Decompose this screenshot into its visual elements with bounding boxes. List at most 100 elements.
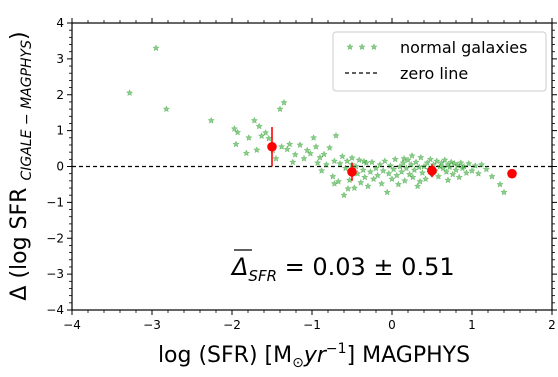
scatter-point: [325, 144, 334, 151]
scatter-point: [348, 154, 356, 162]
legend-label-zero-line: zero line: [400, 64, 468, 83]
scatter-point: [401, 177, 409, 184]
scatter-point: [285, 140, 294, 148]
scatter-point: [386, 161, 395, 169]
scatter-point: [341, 164, 350, 172]
scatter-point: [417, 153, 425, 161]
scatter-point: [376, 160, 384, 168]
scatter-point: [441, 156, 449, 164]
scatter-point: [322, 160, 331, 168]
x-tick-label: −3: [143, 318, 161, 332]
axis-ticks-layer: −4 −3 −2 −1 0 1 2 −4 −3 −2 −1 0 1 2 3 4: [46, 16, 557, 332]
scatter-point: [242, 149, 251, 157]
y-axis-label-sub: CIGALE − MAGPHYS: [19, 40, 35, 181]
scatter-point: [296, 141, 304, 149]
mean-point: [267, 141, 277, 152]
scatter-point: [408, 151, 416, 159]
scatter-point: [300, 154, 308, 162]
scatter-point: [455, 173, 463, 181]
scatter-point: [474, 169, 483, 177]
x-axis-label-sub: ⊙: [292, 355, 304, 371]
x-tick-label: −4: [63, 318, 81, 332]
scatter-point: [162, 105, 171, 113]
stat-annotation-text: ΔSFR = 0.03 ± 0.51: [230, 253, 455, 285]
scatter-point: [313, 159, 322, 167]
scatter-point: [381, 157, 389, 165]
scatter-point: [312, 142, 320, 150]
mean-points-layer: [267, 127, 517, 181]
scatter-point: [377, 179, 386, 187]
x-axis-label-tail: ] MAGPHYS: [347, 343, 470, 368]
scatter-point: [360, 157, 368, 165]
scatter-point: [462, 169, 471, 177]
scatter-point: [283, 145, 291, 153]
scatter-point: [272, 154, 280, 162]
mean-point: [347, 167, 357, 177]
scatter-point: [280, 98, 288, 106]
scatter-point: [471, 161, 479, 169]
y-tick-label: 4: [56, 16, 64, 30]
scatter-point: [338, 152, 347, 160]
scatter-point: [397, 168, 406, 175]
scatter-point: [316, 153, 324, 161]
scatter-point: [410, 166, 419, 174]
scatter-point: [373, 171, 382, 179]
scatter-point: [449, 170, 457, 178]
scatter-point: [207, 116, 215, 124]
scatter-point: [388, 175, 396, 183]
scatter-point: [394, 180, 403, 188]
scatter-point: [452, 166, 460, 174]
scatter-point: [261, 128, 270, 136]
scatter-point: [409, 173, 417, 181]
scatter-point: [352, 162, 360, 170]
scatter-point: [230, 124, 239, 132]
scatter-point: [496, 180, 504, 188]
scatter-point: [303, 146, 311, 154]
scatter-point: [364, 182, 372, 190]
y-tick-label: 3: [56, 52, 64, 66]
scatter-point: [233, 128, 242, 136]
scatter-point: [330, 179, 339, 187]
scatter-point: [343, 157, 351, 165]
y-tick-label: −1: [46, 195, 64, 209]
legend-star: [370, 43, 378, 51]
scatter-point: [385, 169, 393, 177]
stat-delta-symbol: Δ: [230, 253, 248, 281]
scatter-point: [276, 105, 284, 113]
legend-marker-normal-galaxies: [346, 43, 378, 51]
scatter-point: [357, 178, 365, 186]
scatter-point: [421, 175, 430, 183]
scatter-point: [420, 162, 428, 170]
scatter-point: [442, 168, 451, 175]
scatter-point: [477, 160, 486, 168]
scatter-point: [336, 159, 344, 167]
scatter-point: [465, 159, 473, 167]
scatter-point: [306, 149, 315, 157]
scatter-point: [361, 173, 369, 181]
x-tick-label: 2: [548, 318, 556, 332]
scatter-point: [232, 140, 240, 148]
x-axis-label-mid: yr: [303, 343, 328, 368]
scatter-point: [402, 164, 411, 172]
scatter-point: [434, 172, 443, 180]
scatter-point: [255, 122, 263, 130]
scatter-point: [426, 155, 435, 163]
scatter-point: [488, 172, 496, 180]
legend-star: [346, 43, 354, 51]
scatter-point: [407, 160, 415, 168]
legend-box: [332, 31, 547, 92]
mean-point: [427, 166, 437, 176]
scatter-point: [340, 191, 348, 199]
scatter-point: [400, 154, 408, 162]
legend: normal galaxies zero line: [332, 31, 547, 92]
scatter-point: [389, 165, 398, 173]
scatter-point: [418, 169, 427, 177]
scatter-point: [245, 133, 253, 141]
scatter-point: [405, 170, 414, 178]
scatter-point: [152, 44, 160, 52]
scatter-point: [320, 150, 328, 158]
scatter-point: [500, 188, 508, 196]
scatter-point: [277, 142, 286, 150]
scatter-point: [368, 158, 376, 166]
scatter-point: [416, 177, 424, 185]
